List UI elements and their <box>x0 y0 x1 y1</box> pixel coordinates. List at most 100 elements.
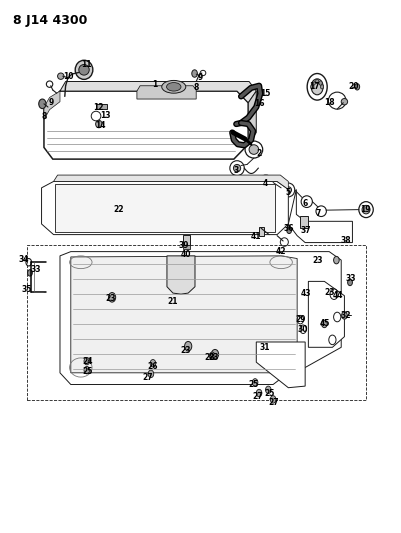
Text: 12: 12 <box>93 102 104 111</box>
Text: 25: 25 <box>248 380 258 389</box>
Polygon shape <box>44 91 60 120</box>
Circle shape <box>341 312 346 319</box>
Circle shape <box>84 358 89 365</box>
Text: 25: 25 <box>264 389 274 398</box>
Bar <box>182 235 190 245</box>
Text: 14: 14 <box>95 120 105 130</box>
Text: 8: 8 <box>41 112 47 121</box>
Circle shape <box>38 99 46 109</box>
Ellipse shape <box>233 165 240 172</box>
Text: 19: 19 <box>359 205 370 214</box>
Text: 33: 33 <box>30 265 41 274</box>
Text: 38: 38 <box>340 237 350 246</box>
Bar <box>258 227 263 236</box>
Text: 22: 22 <box>113 205 124 214</box>
Circle shape <box>318 81 321 85</box>
Circle shape <box>184 342 191 351</box>
Circle shape <box>150 360 155 367</box>
Text: 39: 39 <box>178 241 189 250</box>
Polygon shape <box>166 256 194 294</box>
Text: 9: 9 <box>197 72 203 82</box>
Text: 41: 41 <box>250 232 261 241</box>
Circle shape <box>320 85 323 89</box>
Text: 1: 1 <box>152 80 157 89</box>
Ellipse shape <box>284 187 291 193</box>
Circle shape <box>333 256 338 264</box>
Polygon shape <box>248 91 256 144</box>
Text: 20: 20 <box>347 82 358 91</box>
Ellipse shape <box>166 83 180 91</box>
Polygon shape <box>137 86 196 99</box>
Text: 45: 45 <box>318 319 329 328</box>
Circle shape <box>252 378 257 386</box>
Text: 3: 3 <box>233 166 238 175</box>
Ellipse shape <box>361 205 369 214</box>
Text: 34: 34 <box>18 255 29 263</box>
Circle shape <box>269 395 275 403</box>
Text: 10: 10 <box>63 71 74 80</box>
Polygon shape <box>60 252 340 384</box>
Ellipse shape <box>95 120 102 128</box>
Text: 32: 32 <box>340 311 350 320</box>
Text: 27: 27 <box>252 392 263 401</box>
Polygon shape <box>41 181 288 235</box>
Ellipse shape <box>261 179 269 186</box>
Circle shape <box>256 389 261 397</box>
Polygon shape <box>53 175 288 189</box>
Text: 7: 7 <box>314 209 320 218</box>
Text: 15: 15 <box>259 88 269 98</box>
Text: 43: 43 <box>300 288 310 297</box>
Text: 16: 16 <box>253 99 264 108</box>
Text: 18: 18 <box>323 98 334 107</box>
Text: 30: 30 <box>297 325 308 334</box>
Text: 25: 25 <box>83 367 93 376</box>
Text: 9: 9 <box>48 98 53 107</box>
Text: 23: 23 <box>180 346 190 355</box>
Text: 5: 5 <box>285 188 290 197</box>
Text: 13: 13 <box>100 111 111 120</box>
Circle shape <box>347 279 352 286</box>
Text: 11: 11 <box>81 60 92 69</box>
Circle shape <box>148 370 153 377</box>
Bar <box>27 245 366 400</box>
Circle shape <box>211 350 218 359</box>
Circle shape <box>315 79 318 84</box>
Text: 33: 33 <box>345 273 356 282</box>
Bar <box>183 245 189 249</box>
Text: 6: 6 <box>302 199 307 208</box>
Ellipse shape <box>57 73 64 79</box>
Polygon shape <box>44 91 248 159</box>
Polygon shape <box>71 256 296 373</box>
Text: 27: 27 <box>142 373 153 382</box>
Bar <box>300 216 307 228</box>
Ellipse shape <box>340 99 347 105</box>
Circle shape <box>265 386 270 393</box>
Text: 23: 23 <box>105 294 116 303</box>
Ellipse shape <box>75 60 93 79</box>
Text: 23: 23 <box>208 353 219 362</box>
Text: 36: 36 <box>282 224 293 233</box>
Text: 31: 31 <box>259 343 270 352</box>
Circle shape <box>27 270 32 276</box>
Circle shape <box>209 352 215 360</box>
Text: 8 J14 4300: 8 J14 4300 <box>13 14 87 27</box>
Text: 4: 4 <box>262 179 267 188</box>
Circle shape <box>84 367 89 374</box>
Polygon shape <box>308 281 344 348</box>
Text: 21: 21 <box>167 297 178 306</box>
Ellipse shape <box>79 64 89 75</box>
Text: 26: 26 <box>146 362 157 371</box>
Polygon shape <box>288 189 352 243</box>
Text: 2: 2 <box>256 149 261 158</box>
Circle shape <box>310 79 322 95</box>
Text: 40: 40 <box>180 251 190 260</box>
Text: 17: 17 <box>308 82 318 91</box>
Text: 27: 27 <box>268 398 279 407</box>
Text: 8: 8 <box>193 83 198 92</box>
Text: 44: 44 <box>332 290 342 300</box>
Circle shape <box>108 293 115 302</box>
Text: 37: 37 <box>300 226 310 235</box>
Text: 29: 29 <box>294 315 305 324</box>
Text: 23: 23 <box>323 287 334 296</box>
Bar <box>96 104 107 109</box>
